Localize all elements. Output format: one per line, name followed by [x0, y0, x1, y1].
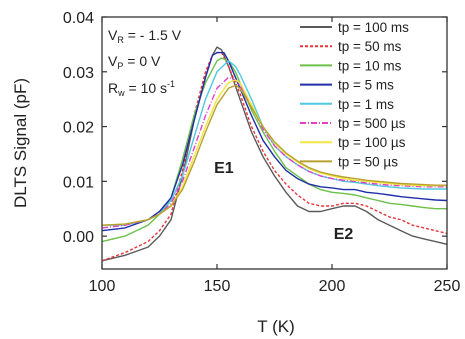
series-line-2 — [101, 57, 447, 243]
reverse-bias-label: VR = - 1.5 V — [108, 27, 182, 45]
series-line-7 — [101, 84, 447, 226]
y-tick-label-1: 0.01 — [63, 174, 94, 191]
series-line-3 — [101, 51, 448, 232]
x-tick-label-2: 200 — [319, 278, 346, 295]
rate-window-label: Rw = 10 s-1 — [108, 79, 175, 98]
y-tick-label-3: 0.03 — [63, 65, 94, 82]
series-line-1 — [101, 51, 448, 262]
legend-label-2: tp = 10 ms — [338, 58, 402, 73]
series-layer — [101, 46, 448, 262]
legend-label-4: tp = 1 ms — [338, 97, 394, 112]
y-tick-label-0: 0.00 — [63, 229, 94, 246]
y-tick-label-4: 0.04 — [63, 10, 94, 27]
legend-label-5: tp = 500 µs — [338, 116, 406, 131]
legend-label-0: tp = 100 ms — [338, 20, 409, 35]
x-tick-label-0: 100 — [89, 278, 116, 295]
series-line-5 — [101, 76, 447, 229]
series-line-4 — [102, 60, 447, 226]
legend-label-3: tp = 5 ms — [338, 78, 394, 93]
y-tick-label-2: 0.02 — [63, 120, 94, 137]
x-axis-title: T (K) — [257, 317, 294, 336]
legend-label-1: tp = 50 ms — [338, 39, 402, 54]
legend-label-7: tp = 50 µs — [338, 154, 398, 169]
legend-label-6: tp = 100 µs — [338, 135, 406, 150]
annotations-layer: E1 E2 — [214, 160, 353, 243]
plot-frame — [101, 16, 448, 270]
series-line-6 — [101, 79, 447, 226]
measurement-parameters: VR = - 1.5 V VP = 0 V Rw = 10 s-1 — [108, 27, 182, 98]
legend: tp = 100 ms tp = 50 ms tp = 10 ms tp = 5 ms… — [300, 20, 409, 169]
x-tick-label-3: 250 — [434, 278, 461, 295]
pulse-voltage-label: VP = 0 V — [108, 53, 161, 71]
ticks-layer: 100 150 200 250 0.00 0.01 0.02 0.03 0.04 — [63, 10, 461, 295]
peak-label-e1: E1 — [214, 160, 234, 177]
peak-label-e2: E2 — [334, 226, 354, 243]
y-axis-title: DLTS Signal (pF) — [11, 78, 30, 208]
x-tick-label-1: 150 — [204, 278, 231, 295]
